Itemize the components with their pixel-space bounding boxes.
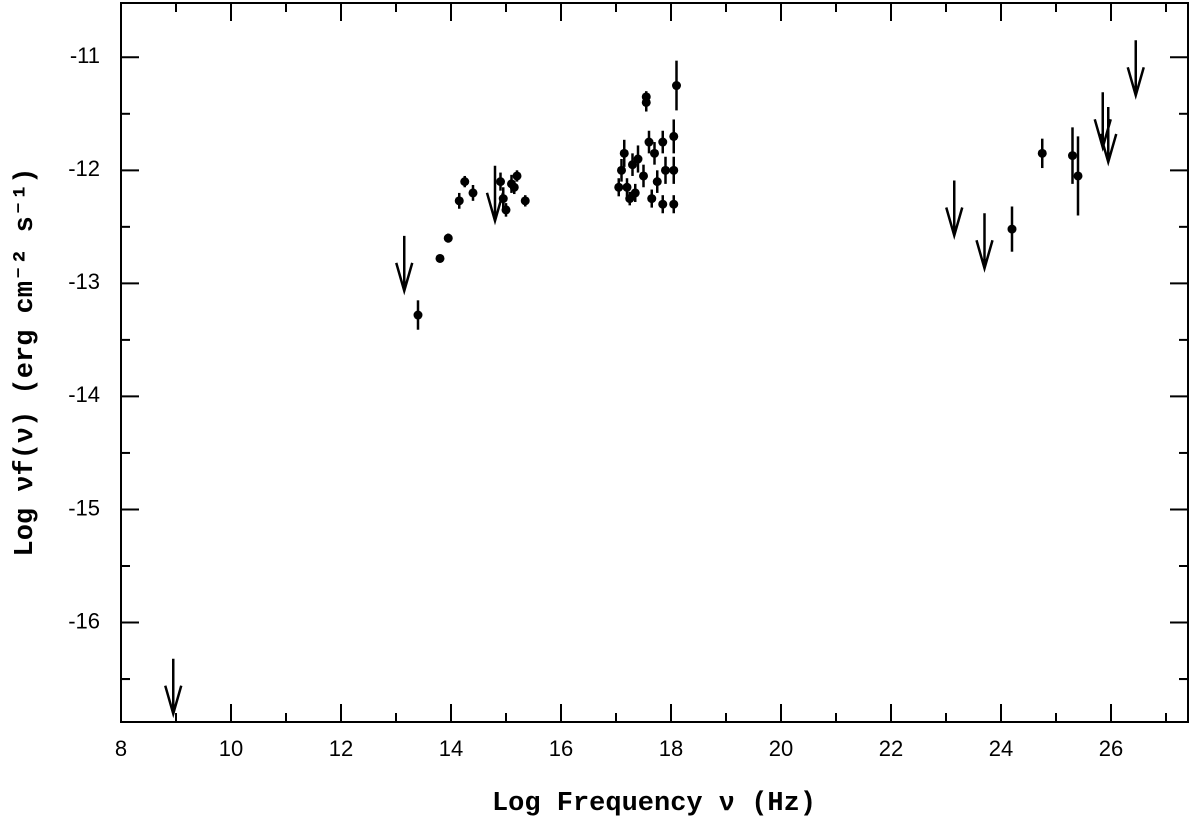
y-tick-label: -12 — [68, 156, 100, 181]
data-point — [454, 196, 464, 206]
data-point — [661, 165, 670, 175]
x-tick-label: 12 — [329, 736, 353, 761]
data-point — [443, 233, 453, 243]
data-point — [641, 92, 651, 102]
y-tick-label: -15 — [68, 495, 100, 520]
upper-limit-arrow — [975, 213, 994, 273]
data-point — [644, 137, 654, 147]
x-axis-label: Log Frequency ν (Hz) — [492, 789, 816, 819]
upper-limit-arrow — [395, 235, 414, 296]
data-point — [509, 182, 519, 192]
y-tick-label: -11 — [70, 43, 100, 68]
upper-limit-arrow — [1099, 107, 1118, 167]
y-tick-label: -14 — [68, 382, 100, 407]
data-point — [628, 160, 637, 170]
data-point — [468, 188, 478, 198]
data-point — [639, 171, 648, 181]
data-point — [647, 194, 657, 204]
x-tick-label: 26 — [1099, 736, 1123, 761]
data-point — [669, 165, 679, 175]
data-point — [1068, 151, 1077, 161]
x-tick-label: 10 — [219, 736, 243, 761]
data-point — [1037, 148, 1047, 158]
x-tick-label: 22 — [879, 736, 903, 761]
data-point — [619, 148, 629, 158]
y-tick-label: -16 — [68, 608, 100, 633]
data-point — [614, 182, 624, 192]
x-tick-label: 24 — [989, 736, 1013, 761]
data-point — [520, 196, 530, 206]
data-point — [622, 182, 632, 192]
data-point — [658, 137, 668, 147]
data-point — [496, 177, 505, 187]
data-point — [669, 131, 679, 141]
data-point — [501, 205, 511, 215]
x-tick-label: 14 — [439, 736, 463, 761]
y-tick-label: -13 — [68, 269, 100, 294]
plot-frame — [120, 2, 1189, 723]
data-point — [413, 310, 423, 320]
x-tick-label: 20 — [769, 736, 793, 761]
upper-limit-arrow — [485, 165, 505, 226]
data-point — [672, 81, 681, 91]
data-point — [625, 194, 635, 204]
data-point — [1007, 224, 1017, 234]
data-point — [460, 177, 470, 187]
data-point — [435, 253, 445, 263]
data-point — [512, 171, 522, 181]
data-point — [1073, 171, 1083, 181]
upper-limit-arrow — [945, 180, 964, 241]
x-tick-label: 8 — [115, 736, 127, 761]
y-axis-label: Log νf(ν) (erg cm⁻² s⁻¹) — [11, 168, 41, 557]
data-point — [630, 188, 640, 198]
data-point — [658, 199, 668, 209]
x-tick-label: 16 — [549, 736, 573, 761]
upper-limit-arrow — [1126, 40, 1145, 100]
data-point — [617, 165, 626, 175]
data-point — [633, 154, 643, 164]
data-point — [669, 199, 679, 209]
upper-limit-arrow — [164, 658, 183, 719]
x-tick-label: 18 — [659, 736, 683, 761]
data-point — [652, 177, 662, 187]
data-point — [650, 148, 659, 158]
